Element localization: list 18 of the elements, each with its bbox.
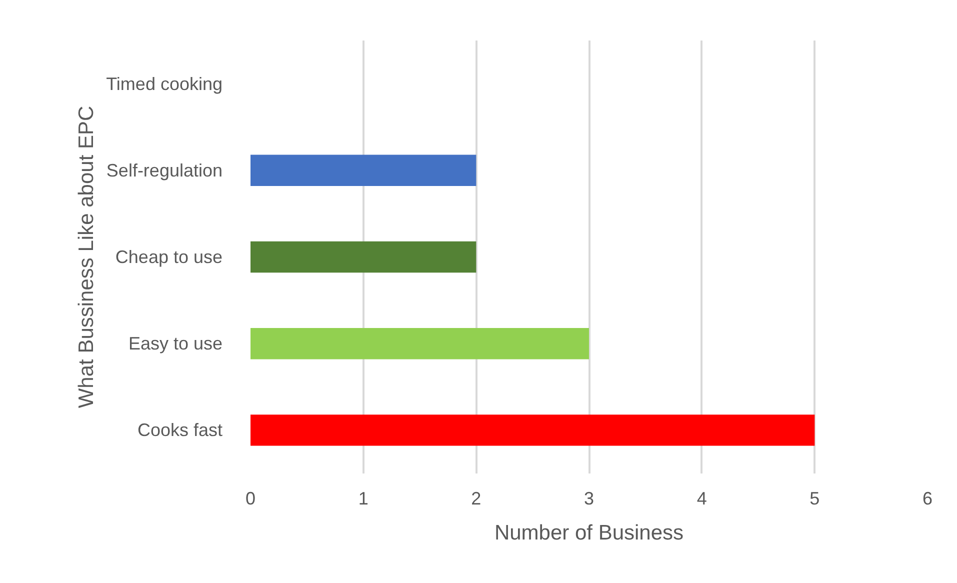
y-axis-title: What Bussiness Like about EPC	[75, 106, 98, 408]
bar	[250, 414, 815, 446]
y-tick-label: Timed cooking	[106, 74, 223, 94]
y-tick-label: Cheap to use	[115, 247, 222, 267]
x-axis-title: Number of Business	[494, 522, 684, 544]
x-tick-label: 4	[696, 488, 707, 508]
bar	[250, 328, 589, 360]
y-tick-label: Self-regulation	[106, 160, 223, 180]
x-tick-label: 0	[245, 488, 256, 508]
y-tick-label: Easy to use	[128, 334, 223, 354]
x-tick-label: 3	[584, 488, 594, 508]
bar	[250, 154, 476, 186]
x-tick-label: 1	[358, 488, 368, 508]
y-tick-label: Cooks fast	[137, 420, 223, 440]
x-tick-label: 6	[922, 488, 933, 508]
x-tick-label: 5	[810, 488, 820, 508]
x-tick-label: 2	[471, 488, 482, 508]
bar	[250, 241, 476, 273]
